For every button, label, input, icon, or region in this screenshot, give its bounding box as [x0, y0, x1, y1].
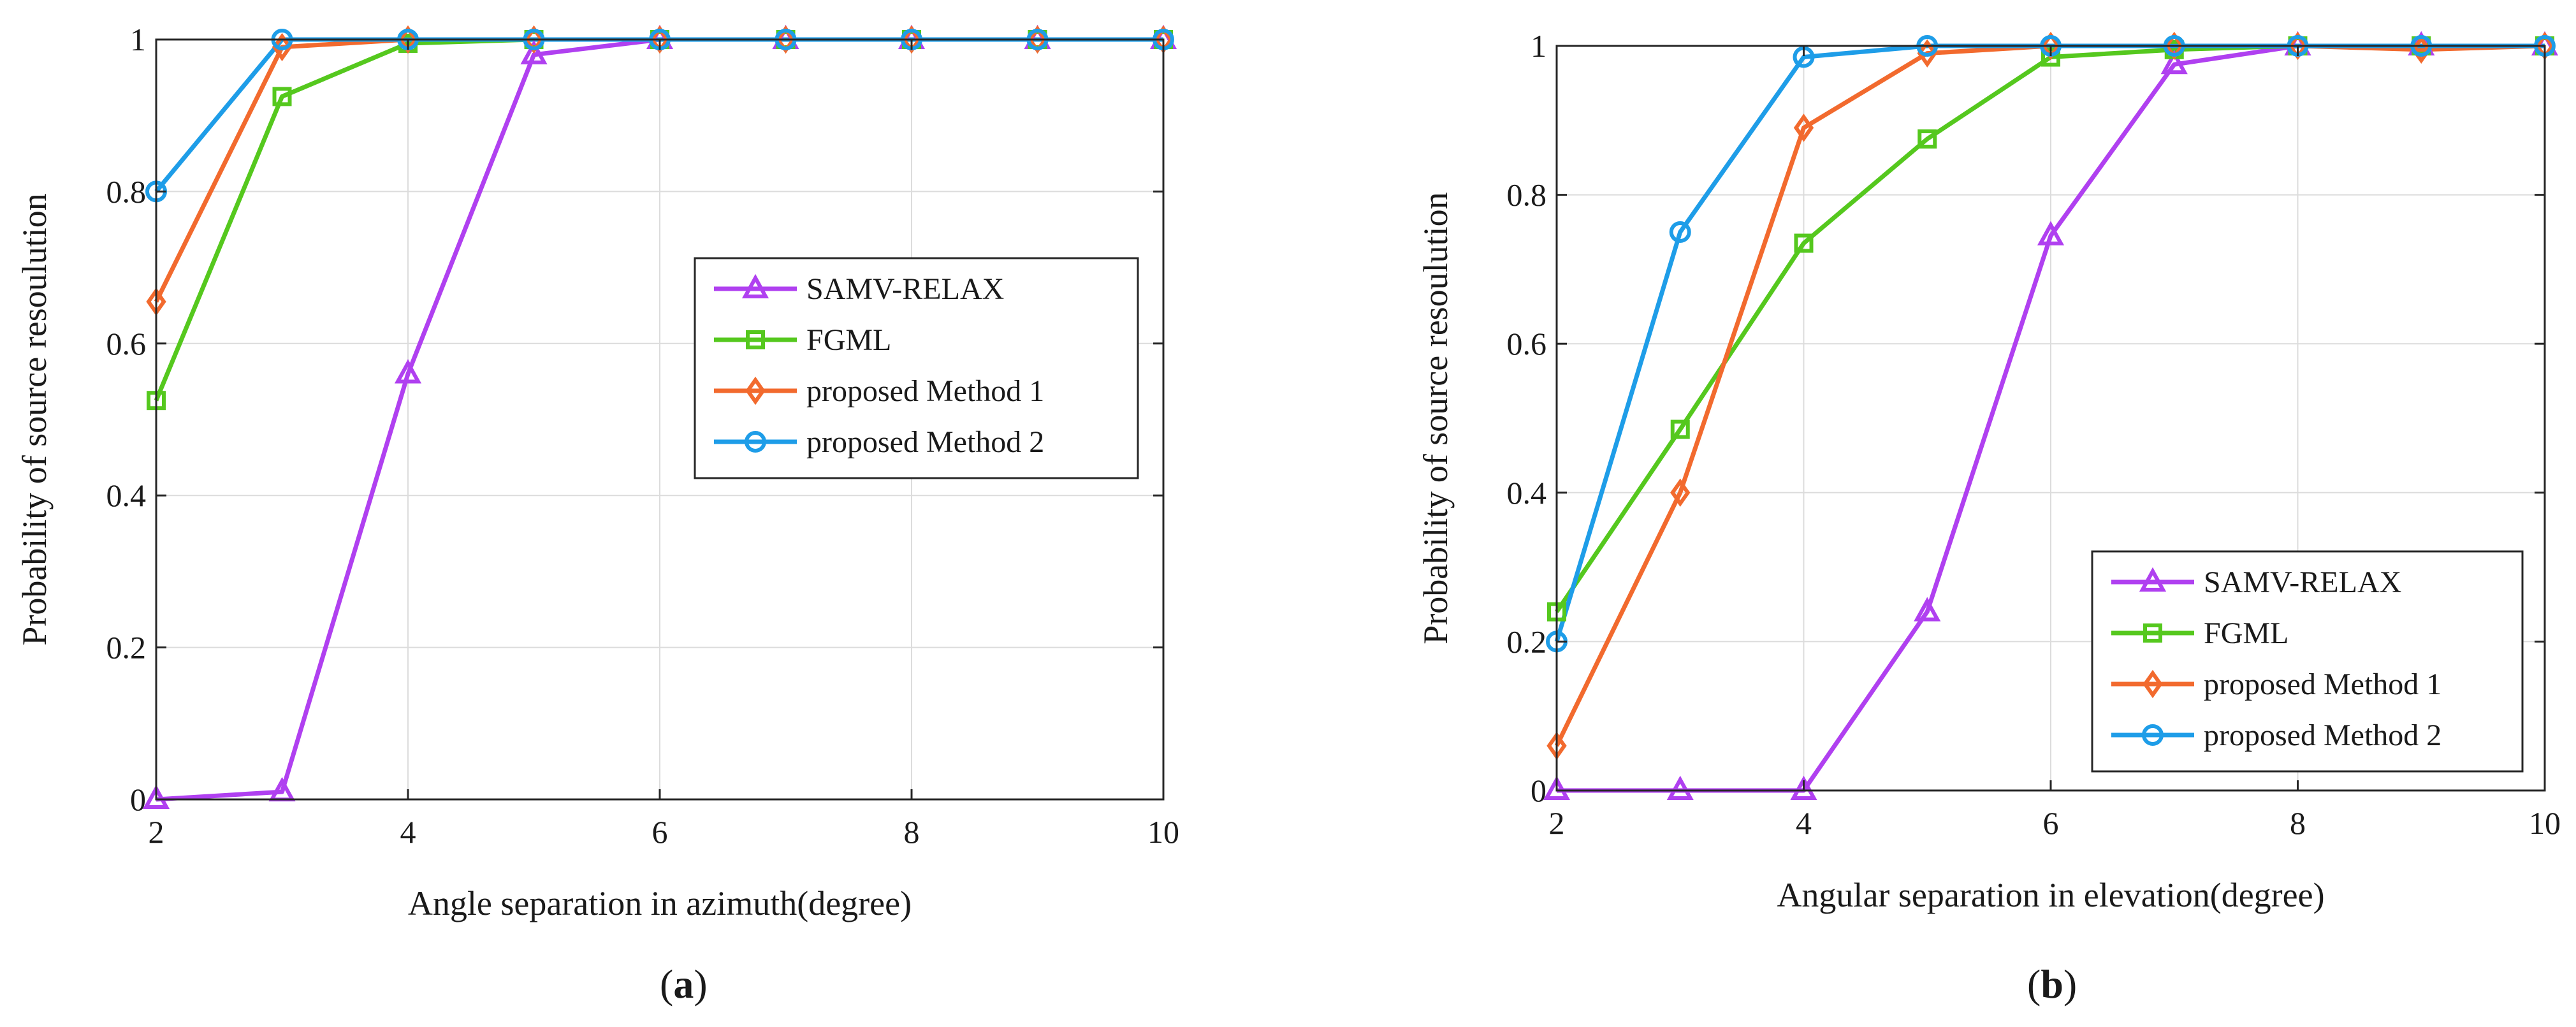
y-tick-label: 0	[130, 782, 146, 817]
data-point-triangle	[1543, 775, 1571, 800]
legend-label: SAMV-RELAX	[2204, 565, 2401, 599]
legend-marker-circle	[745, 431, 766, 453]
y-tick-label: 0.6	[106, 326, 147, 361]
legend-marker-diamond	[745, 376, 766, 405]
legend-label: SAMV-RELAX	[806, 272, 1004, 306]
data-point-triangle	[2160, 49, 2188, 75]
legend-marker-diamond	[2143, 669, 2163, 699]
legend-item: proposed Method 2	[2111, 718, 2441, 752]
y-tick-label: 0.8	[106, 173, 147, 209]
legend-label: proposed Method 2	[2204, 718, 2441, 752]
data-point-square	[272, 87, 292, 106]
data-point-square	[1917, 129, 1937, 149]
x-tick-label: 10	[1147, 814, 1179, 850]
x-tick-label: 4	[400, 814, 416, 850]
y-tick-label: 0.2	[106, 630, 147, 666]
data-point-diamond	[1793, 113, 1814, 142]
legend-item: proposed Method 2	[714, 425, 1044, 459]
chart-panel-b: 2 4 6 8 10 0 0.2 0.4 0.6 0.8 1 Angular separation i…	[1416, 28, 2561, 1007]
y-tick-label: 0	[1531, 773, 1546, 808]
data-point-triangle	[520, 40, 548, 64]
y-tick-label: 1	[130, 22, 146, 57]
legend-item: proposed Method 1	[714, 374, 1044, 408]
legend-marker-square	[746, 330, 765, 349]
y-tick-label: 0.2	[1507, 623, 1547, 659]
legend: SAMV-RELAX FGML proposed Method 1 proposed …	[2091, 550, 2524, 773]
x-tick-label: 2	[149, 814, 164, 850]
y-tick-label: 0.4	[106, 477, 147, 513]
data-point-circle	[1669, 221, 1691, 243]
legend-label: FGML	[806, 323, 891, 357]
panel-caption: (a)	[660, 961, 708, 1007]
legend-marker-circle	[2142, 724, 2164, 746]
legend-item: FGML	[2111, 616, 2289, 650]
data-point-square	[1794, 233, 1814, 253]
data-point-diamond	[1670, 478, 1691, 507]
data-point-triangle	[142, 784, 170, 809]
legend-marker-square	[2143, 623, 2162, 643]
data-point-triangle	[1914, 597, 1941, 622]
legend-item: proposed Method 1	[2111, 667, 2441, 701]
legend-item: SAMV-RELAX	[714, 272, 1004, 306]
x-tick-label: 8	[904, 814, 920, 850]
legend-item: SAMV-RELAX	[2111, 565, 2401, 599]
data-point-triangle	[1790, 775, 1817, 800]
legend: SAMV-RELAX FGML proposed Method 1 proposed …	[694, 257, 1139, 479]
panel-caption: (b)	[2027, 961, 2077, 1007]
legend-label: FGML	[2204, 616, 2289, 650]
x-axis-label: Angle separation in azimuth(degree)	[408, 884, 912, 922]
data-point-triangle	[2037, 221, 2065, 245]
y-tick-label: 0.4	[1507, 475, 1547, 511]
x-tick-label: 6	[652, 814, 668, 850]
x-tick-label: 8	[2290, 805, 2306, 841]
legend-label: proposed Method 1	[806, 374, 1044, 408]
data-point-square	[1670, 419, 1690, 439]
legend-item: FGML	[714, 323, 891, 357]
x-tick-label: 2	[1549, 805, 1565, 841]
y-tick-label: 0.8	[1507, 177, 1547, 213]
x-tick-label: 6	[2043, 805, 2059, 841]
legend-label: proposed Method 1	[2204, 667, 2441, 701]
data-point-diamond	[272, 33, 293, 62]
legend-marker-triangle	[741, 273, 769, 298]
chart-panel-a: 2 4 6 8 10 0 0.2 0.4 0.6 0.8 1 Angle separation in …	[15, 22, 1179, 1007]
legend-label: proposed Method 2	[806, 425, 1044, 459]
y-tick-label: 1	[1531, 28, 1546, 64]
legend-marker-triangle	[2139, 567, 2167, 592]
x-tick-label: 4	[1796, 805, 1812, 841]
y-axis-label: Probability of source resoulution	[15, 193, 54, 645]
y-axis-label: Probability of source resoulution	[1416, 192, 1455, 644]
y-tick-label: 0.6	[1507, 326, 1547, 361]
data-point-triangle	[394, 359, 422, 384]
data-point-diamond	[1917, 39, 1937, 68]
x-tick-label: 10	[2529, 805, 2561, 841]
x-axis-label: Angular separation in elevation(degree)	[1777, 876, 2324, 914]
data-point-triangle	[1666, 775, 1694, 800]
